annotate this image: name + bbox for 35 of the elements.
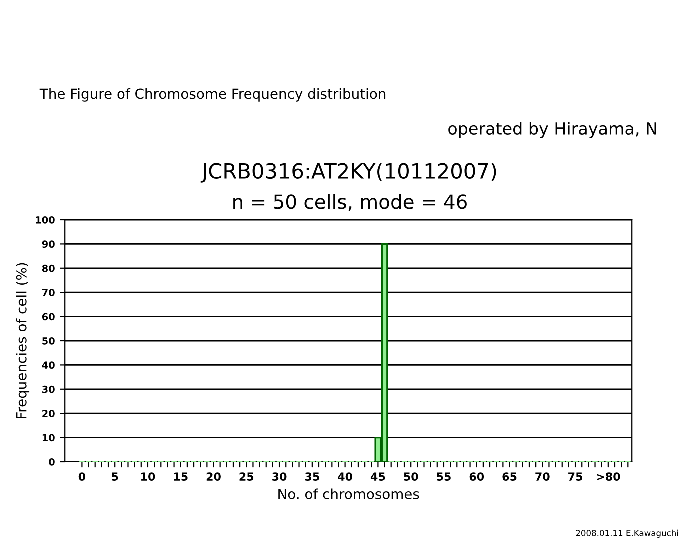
x-tick-label: 55: [437, 472, 451, 482]
x-tick-label: 60: [470, 472, 484, 482]
y-tick-label: 10: [42, 434, 55, 442]
x-tick-label: >80: [597, 472, 620, 482]
y-tick-label: 50: [42, 337, 55, 345]
x-tick-label: 45: [370, 472, 386, 482]
chart-title: JCRB0316:AT2KY(10112007): [200, 162, 496, 183]
y-axis-title: Frequencies of cell (%): [16, 263, 30, 419]
x-tick-label: 65: [502, 472, 517, 482]
text: The Figure of Chromosome Frequency distribution: [40, 88, 386, 102]
chart-subtitle: n = 50 cells, mode = 46: [234, 194, 467, 212]
text: 2008.01.11 E.Kawaguchi: [576, 530, 678, 538]
y-tick-label: 60: [42, 313, 55, 321]
x-tick-label: 10: [142, 472, 156, 482]
x-tick-label: 0: [78, 472, 86, 482]
x-tick-label: 5: [112, 472, 118, 482]
x-tick-label: 40: [338, 472, 353, 482]
y-tick-label: 0: [49, 458, 55, 466]
y-tick-label: 80: [42, 264, 55, 272]
x-tick-label: 70: [536, 472, 550, 482]
x-tick-label: 35: [305, 472, 320, 482]
x-tick-label: 25: [240, 472, 254, 482]
x-axis-title: No. of chromosomes: [278, 488, 420, 500]
x-tick-label: 75: [568, 472, 582, 482]
y-tick-label: 40: [42, 362, 55, 370]
text: operated by Hirayama, N: [448, 122, 656, 138]
y-tick-label: 90: [42, 240, 55, 248]
y-tick-label: 30: [42, 386, 55, 394]
x-tick-label: 50: [404, 472, 418, 482]
y-tick-label: 100: [36, 216, 55, 224]
x-tick-label: 30: [272, 472, 287, 482]
y-tick-label: 70: [42, 289, 55, 296]
x-tick-label: 20: [206, 472, 221, 482]
y-tick-label: 20: [42, 410, 55, 418]
x-tick-label: 15: [174, 472, 188, 482]
